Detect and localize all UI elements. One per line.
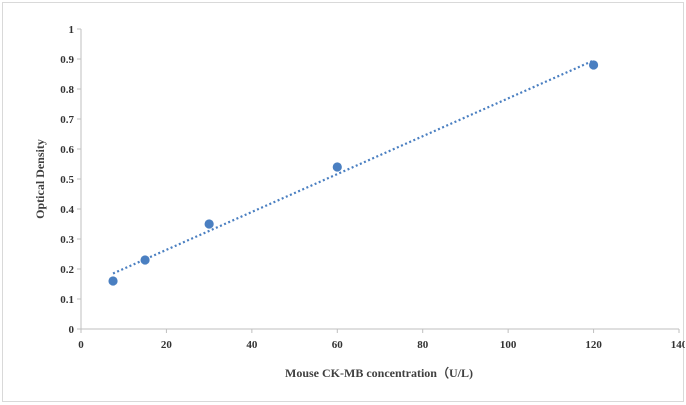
y-tick-label: 0.2 (60, 264, 74, 276)
axes: 0 0.1 0.2 0.3 0.4 0.5 0.6 0.7 0.8 0.9 1 0 20 40 60 80 10… (60, 24, 685, 351)
y-tick-label: 0.3 (60, 234, 74, 246)
y-tick-label: 0.6 (60, 144, 74, 156)
y-tick-label: 0.5 (60, 174, 74, 186)
data-point (140, 255, 150, 265)
data-point (588, 60, 599, 70)
x-tick-label: 40 (246, 339, 258, 351)
y-tick-label: 0.9 (60, 54, 74, 66)
y-tick-label: 0.1 (60, 294, 74, 306)
x-tick-label: 0 (78, 339, 84, 351)
y-tick-label: 0.8 (60, 84, 74, 96)
x-tick-label: 60 (332, 339, 344, 351)
trendline (112, 59, 595, 275)
y-tick-label: 0 (69, 324, 75, 336)
y-tick-label: 0.4 (60, 204, 74, 216)
calibration-chart: 0 0.1 0.2 0.3 0.4 0.5 0.6 0.7 0.8 0.9 1 0 20 40 60 80 10… (33, 24, 685, 380)
x-tick-label: 100 (500, 339, 517, 351)
x-tick-label: 140 (671, 339, 685, 351)
data-points (108, 60, 599, 286)
y-tick-label: 0.7 (60, 114, 74, 126)
y-tick-label: 1 (69, 24, 75, 36)
x-axis-title: Mouse CK-MB concentration（U/L) (285, 365, 473, 380)
x-tick-label: 20 (161, 339, 173, 351)
trendline-group (112, 59, 595, 275)
x-tick-label: 120 (585, 339, 602, 351)
data-point (108, 276, 118, 286)
data-point (332, 162, 342, 172)
y-axis-title: Optical Density (33, 139, 47, 219)
x-tick-label: 80 (417, 339, 429, 351)
data-point (204, 219, 214, 229)
